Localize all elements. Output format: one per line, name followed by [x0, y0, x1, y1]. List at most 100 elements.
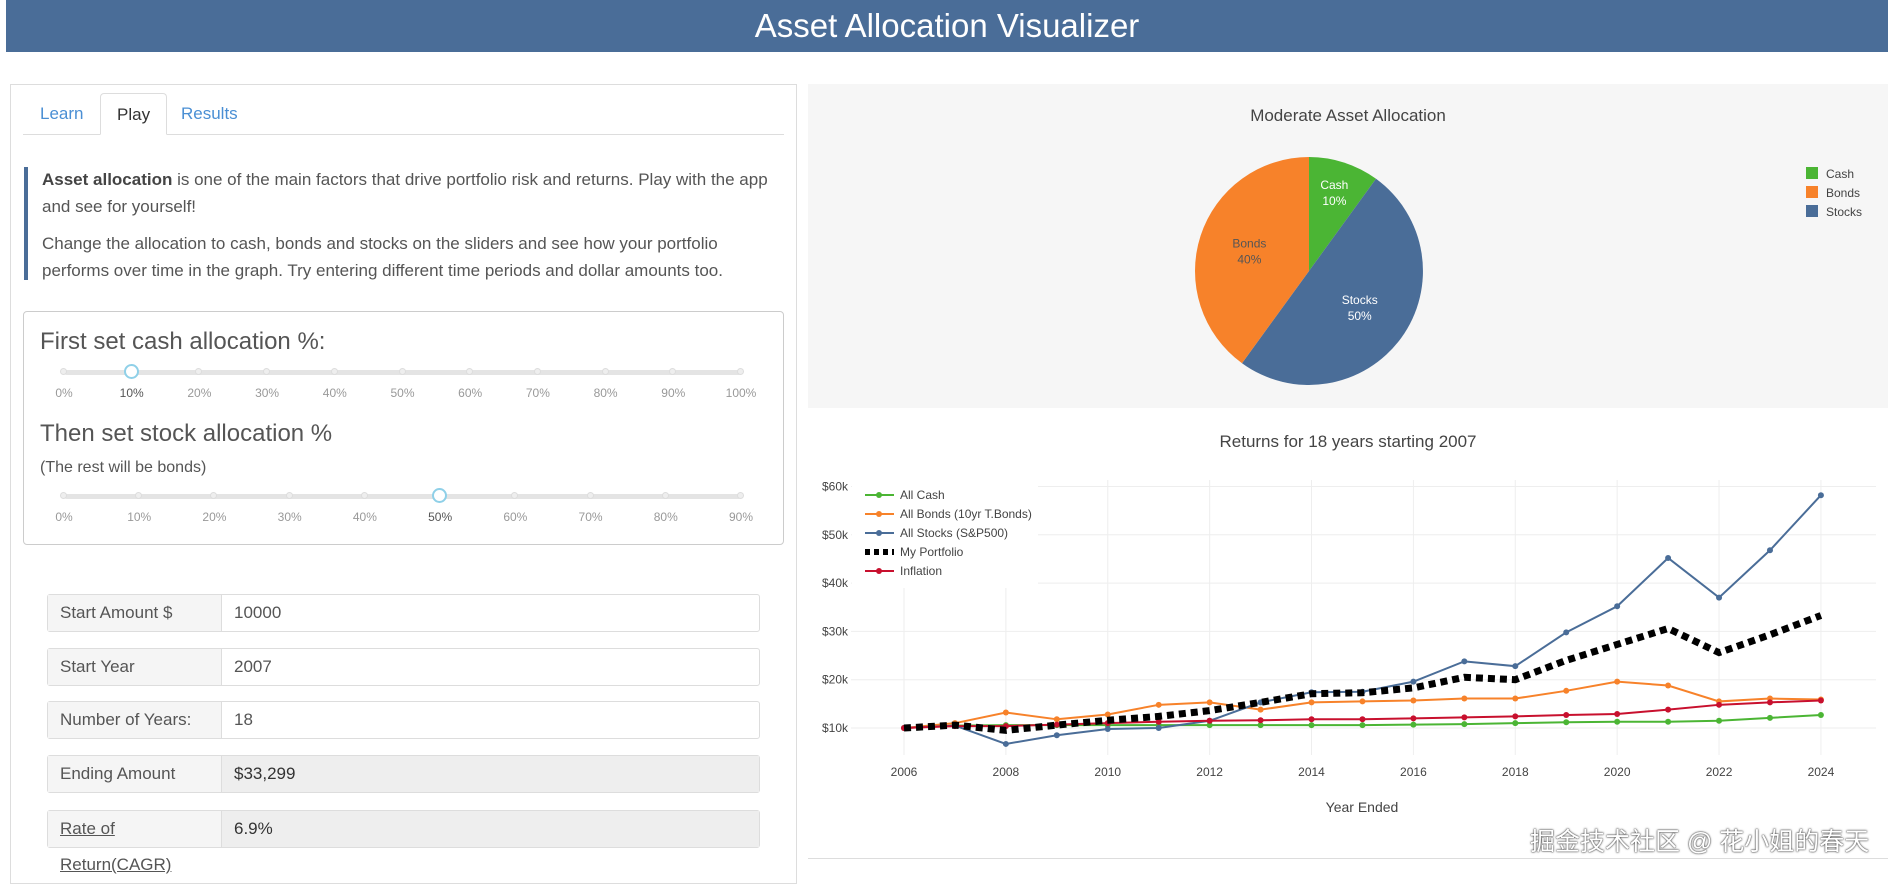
legend-item[interactable]: All Bonds (10yr T.Bonds) — [865, 507, 1032, 521]
series-line[interactable] — [903, 612, 1823, 734]
data-point[interactable] — [1257, 706, 1264, 713]
data-point[interactable] — [1563, 629, 1570, 636]
data-point[interactable] — [1359, 716, 1366, 723]
data-point[interactable] — [1257, 717, 1264, 724]
slider-step-dot[interactable] — [263, 368, 271, 375]
legend-item[interactable]: All Cash — [865, 488, 945, 502]
data-point[interactable] — [1665, 682, 1672, 689]
data-point[interactable] — [1716, 717, 1723, 724]
slider-tick-label: 40% — [352, 510, 377, 524]
field-input[interactable]: 2007 — [234, 657, 272, 676]
pie-slice-bonds[interactable] — [1195, 157, 1309, 364]
data-point[interactable] — [1512, 713, 1519, 720]
data-point[interactable] — [1563, 711, 1570, 718]
data-point[interactable] — [1766, 699, 1773, 706]
data-point[interactable] — [1257, 722, 1264, 729]
slider-step-dot[interactable] — [60, 492, 67, 499]
data-point[interactable] — [1512, 720, 1519, 727]
data-point[interactable] — [1563, 719, 1570, 726]
data-point[interactable] — [1817, 492, 1824, 499]
legend-item[interactable]: My Portfolio — [865, 545, 964, 559]
data-point[interactable] — [1002, 709, 1009, 716]
data-point[interactable] — [1766, 714, 1773, 721]
slider-step-dot[interactable] — [360, 492, 368, 499]
slider-track[interactable] — [64, 494, 741, 499]
slider-step-dot[interactable] — [601, 368, 609, 375]
data-point[interactable] — [1410, 715, 1417, 722]
pie-slice-cash[interactable] — [1309, 157, 1377, 271]
data-point[interactable] — [1206, 699, 1213, 706]
data-point[interactable] — [1155, 718, 1162, 725]
data-point[interactable] — [1206, 717, 1213, 724]
slider-step-dot[interactable] — [135, 492, 143, 499]
series-line[interactable] — [903, 494, 1822, 745]
data-point[interactable] — [1716, 594, 1723, 601]
field-input[interactable]: 18 — [234, 710, 253, 729]
cash-allocation-slider[interactable]: 0% 10% 20% 30% 40% 50% 60% 70% 80% 90% 100% — [55, 364, 756, 400]
slider-step-dot[interactable] — [210, 492, 218, 499]
data-point[interactable] — [1155, 725, 1162, 731]
slider-step-dot[interactable] — [737, 368, 744, 375]
data-point[interactable] — [1155, 701, 1162, 708]
data-point[interactable] — [1512, 695, 1519, 702]
slider-step-dot[interactable] — [511, 492, 519, 499]
data-point[interactable] — [1359, 698, 1366, 705]
data-point[interactable] — [1614, 710, 1621, 717]
legend-item[interactable]: All Stocks (S&P500) — [865, 526, 1008, 540]
data-point[interactable] — [1206, 722, 1213, 729]
data-point[interactable] — [1461, 695, 1468, 702]
tab-play[interactable]: Play — [100, 93, 168, 135]
slider-step-dot[interactable] — [737, 492, 744, 499]
data-point[interactable] — [1410, 697, 1417, 704]
data-point[interactable] — [1308, 722, 1315, 729]
slider-step-dot[interactable] — [285, 492, 293, 499]
data-point[interactable] — [1002, 740, 1009, 747]
slider-step-dot[interactable] — [533, 368, 541, 375]
data-point[interactable] — [1614, 603, 1621, 610]
tab-results[interactable]: Results — [181, 104, 238, 123]
data-point[interactable] — [1665, 718, 1672, 725]
series-my-portfolio[interactable] — [903, 612, 1823, 734]
data-point[interactable] — [1410, 721, 1417, 728]
slider-step-dot[interactable] — [661, 492, 669, 499]
data-point[interactable] — [1308, 699, 1315, 706]
pie-slice-stocks[interactable] — [1241, 178, 1423, 385]
tab-learn[interactable]: Learn — [40, 104, 84, 123]
slider-step-dot[interactable] — [195, 368, 203, 375]
data-point[interactable] — [1359, 722, 1366, 729]
slider-step-dot[interactable] — [669, 368, 677, 375]
field-input[interactable]: 10000 — [234, 603, 282, 622]
data-point[interactable] — [1512, 663, 1519, 670]
data-point[interactable] — [1053, 732, 1060, 739]
legend-swatch-cash[interactable] — [1806, 167, 1818, 179]
legend-swatch-stocks[interactable] — [1806, 205, 1818, 217]
data-point[interactable] — [1461, 721, 1468, 728]
slider-thumb[interactable] — [432, 488, 448, 503]
legend-item[interactable]: Inflation — [865, 564, 942, 578]
data-point[interactable] — [1308, 716, 1315, 723]
slider-thumb[interactable] — [123, 364, 139, 379]
slider-step-dot[interactable] — [330, 368, 338, 375]
data-point[interactable] — [1461, 658, 1468, 665]
stock-allocation-slider[interactable]: 0% 10% 20% 30% 40% 50% 60% 70% 80% 90% — [55, 488, 753, 524]
data-point[interactable] — [1817, 697, 1824, 704]
data-point[interactable] — [1766, 547, 1773, 554]
data-point[interactable] — [1614, 718, 1621, 725]
slider-step-dot[interactable] — [398, 368, 406, 375]
data-point[interactable] — [1053, 716, 1060, 723]
data-point[interactable] — [1665, 554, 1672, 561]
slider-step-dot[interactable] — [586, 492, 594, 499]
data-point[interactable] — [1410, 678, 1417, 685]
data-point[interactable] — [1614, 678, 1621, 685]
data-point[interactable] — [1563, 687, 1570, 694]
data-point[interactable] — [1104, 711, 1111, 718]
data-point[interactable] — [1104, 725, 1111, 732]
data-point[interactable] — [1817, 711, 1824, 718]
legend-swatch-bonds[interactable] — [1806, 186, 1818, 198]
slider-step-dot[interactable] — [466, 368, 474, 375]
data-point[interactable] — [1053, 721, 1060, 728]
data-point[interactable] — [1461, 714, 1468, 721]
data-point[interactable] — [1716, 701, 1723, 708]
slider-step-dot[interactable] — [60, 368, 67, 375]
data-point[interactable] — [1665, 706, 1672, 713]
